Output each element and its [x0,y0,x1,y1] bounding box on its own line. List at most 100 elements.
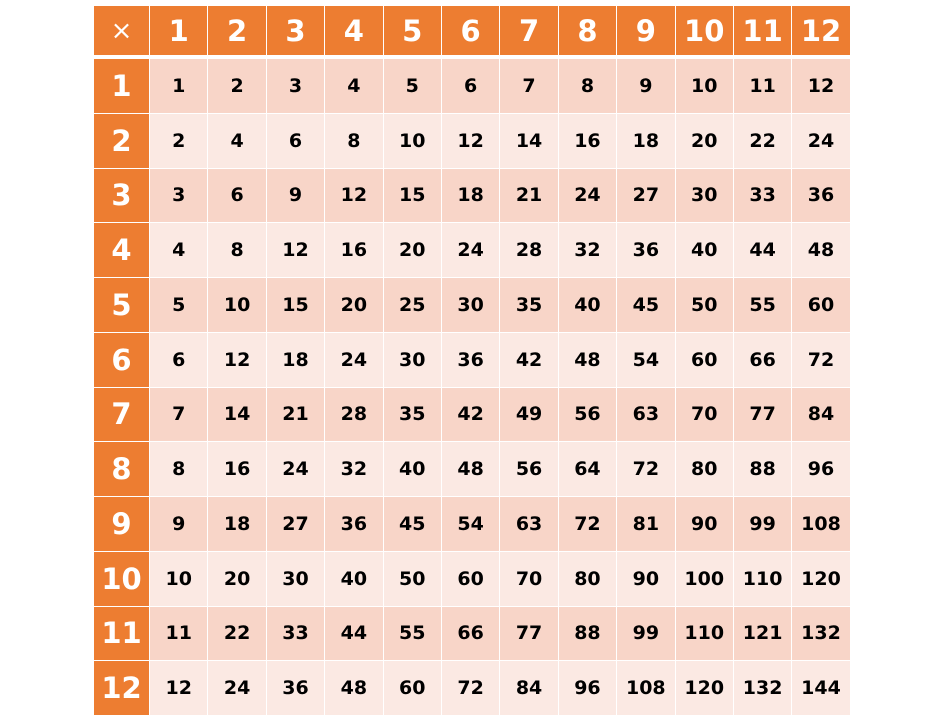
product-cell: 20 [383,223,442,278]
product-cell: 110 [733,551,793,607]
product-cell: 72 [441,661,501,716]
product-cell: 9 [266,168,326,224]
product-cell: 64 [558,442,618,497]
product-cell: 48 [441,442,501,497]
product-cell: 18 [266,332,326,388]
product-cell: 18 [617,113,676,169]
product-cell: 72 [792,332,851,388]
column-header-6: 6 [441,6,501,59]
product-cell: 99 [617,606,676,662]
column-header-2: 2 [208,6,267,59]
product-cell: 3 [266,59,326,114]
product-cell: 30 [675,168,734,224]
product-cell: 28 [325,387,384,443]
product-cell: 36 [325,497,384,552]
product-cell: 44 [325,606,384,662]
product-cell: 70 [675,387,734,443]
product-cell: 60 [383,661,442,716]
product-cell: 45 [383,497,442,552]
product-cell: 27 [617,168,676,224]
column-header-3: 3 [266,6,326,59]
column-header-4: 4 [325,6,384,59]
product-cell: 90 [675,497,734,552]
product-cell: 100 [675,551,734,607]
operator-symbol-cell: × [94,6,150,59]
product-cell: 120 [792,551,851,607]
product-cell: 33 [733,168,793,224]
product-cell: 84 [500,661,559,716]
row-header-2: 2 [94,113,150,169]
product-cell: 77 [500,606,559,662]
product-cell: 8 [208,223,267,278]
product-cell: 24 [208,661,267,716]
product-cell: 4 [208,113,267,169]
product-cell: 144 [792,661,851,716]
product-cell: 36 [617,223,676,278]
row-header-8: 8 [94,442,150,497]
product-cell: 21 [266,387,326,443]
column-header-10: 10 [675,6,734,59]
product-cell: 7 [500,59,559,114]
product-cell: 4 [325,59,384,114]
product-cell: 12 [441,113,501,169]
product-cell: 80 [558,551,618,607]
product-cell: 56 [500,442,559,497]
product-cell: 20 [675,113,734,169]
product-cell: 12 [325,168,384,224]
product-cell: 16 [558,113,618,169]
product-cell: 6 [441,59,501,114]
product-cell: 54 [441,497,501,552]
product-cell: 4 [150,223,209,278]
column-header-1: 1 [150,6,209,59]
product-cell: 50 [383,551,442,607]
product-cell: 14 [208,387,267,443]
product-cell: 88 [558,606,618,662]
product-cell: 30 [383,332,442,388]
product-cell: 88 [733,442,793,497]
product-cell: 72 [617,442,676,497]
product-cell: 96 [558,661,618,716]
product-cell: 30 [441,278,501,333]
product-cell: 10 [675,59,734,114]
product-cell: 10 [208,278,267,333]
row-header-4: 4 [94,223,150,278]
product-cell: 12 [266,223,326,278]
multiplication-table: × 1 2 3 4 5 6 7 8 9 10 11 12 1 1 2 3 4 5 6 7 8 9 10 11 12 2 2 4 6 8 10 1… [94,6,851,716]
product-cell: 90 [617,551,676,607]
product-cell: 56 [558,387,618,443]
product-cell: 2 [150,113,209,169]
product-cell: 45 [617,278,676,333]
product-cell: 80 [675,442,734,497]
product-cell: 63 [617,387,676,443]
product-cell: 8 [150,442,209,497]
product-cell: 22 [208,606,267,662]
product-cell: 20 [325,278,384,333]
product-cell: 2 [208,59,267,114]
product-cell: 54 [617,332,676,388]
product-cell: 15 [266,278,326,333]
column-header-8: 8 [558,6,618,59]
product-cell: 10 [383,113,442,169]
product-cell: 99 [733,497,793,552]
row-header-11: 11 [94,606,150,662]
product-cell: 42 [441,387,501,443]
product-cell: 36 [266,661,326,716]
row-header-9: 9 [94,497,150,552]
product-cell: 24 [441,223,501,278]
product-cell: 24 [325,332,384,388]
product-cell: 48 [792,223,851,278]
product-cell: 81 [617,497,676,552]
row-header-1: 1 [94,59,150,114]
product-cell: 36 [792,168,851,224]
row-header-3: 3 [94,168,150,224]
product-cell: 20 [208,551,267,607]
column-header-11: 11 [733,6,793,59]
product-cell: 15 [383,168,442,224]
product-cell: 6 [208,168,267,224]
product-cell: 6 [150,332,209,388]
product-cell: 44 [733,223,793,278]
product-cell: 121 [733,606,793,662]
product-cell: 40 [675,223,734,278]
column-header-7: 7 [500,6,559,59]
product-cell: 11 [733,59,793,114]
